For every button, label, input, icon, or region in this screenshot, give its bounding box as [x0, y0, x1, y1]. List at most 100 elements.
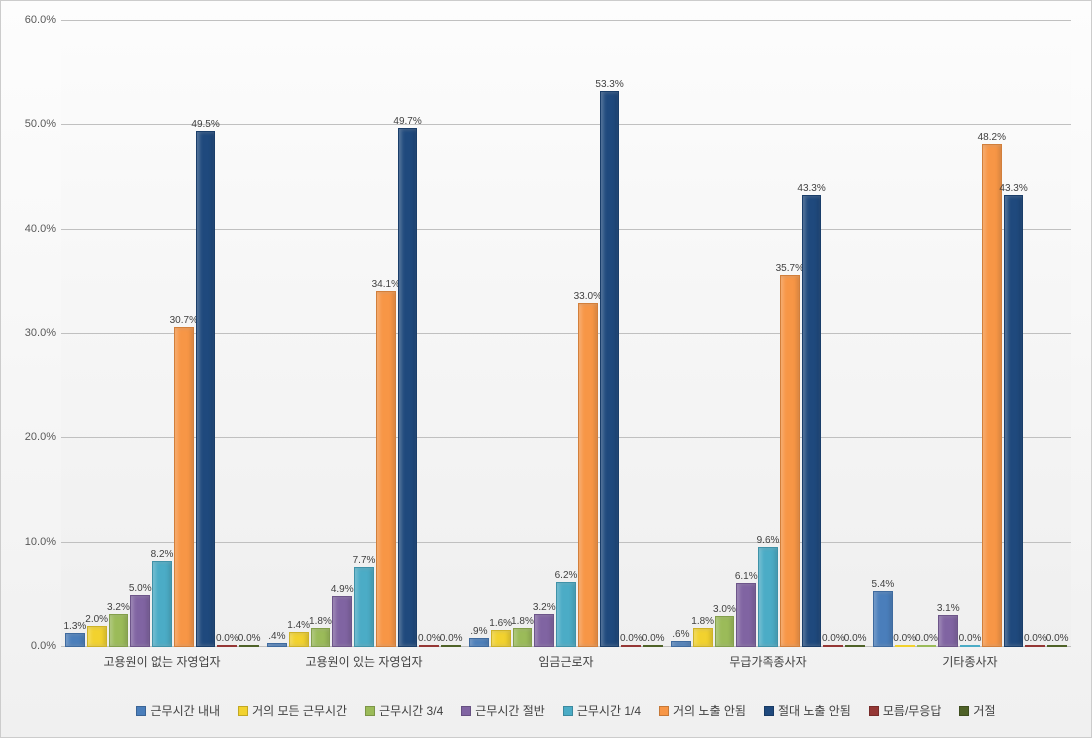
legend-label: 모름/무응답	[883, 702, 942, 719]
bar-value-label: 0.0%	[620, 633, 643, 644]
bars-row: .9%1.6%1.8%3.2%6.2%33.0%53.3%0.0%0.0%	[465, 21, 667, 647]
bar-value-label: .6%	[672, 629, 689, 640]
chart-container: 0.0%10.0%20.0%30.0%40.0%50.0%60.0%1.3%2.…	[0, 0, 1092, 738]
category-group: .4%1.4%1.8%4.9%7.7%34.1%49.7%0.0%0.0%고용원…	[263, 21, 465, 647]
bar-wrap: 0.0%	[643, 21, 663, 647]
category-group: .9%1.6%1.8%3.2%6.2%33.0%53.3%0.0%0.0%임금근…	[465, 21, 667, 647]
bar-value-label: 6.1%	[735, 571, 758, 582]
bar-wrap: 1.8%	[693, 21, 713, 647]
bar: 0.0%	[643, 645, 663, 647]
bar-wrap: 5.4%	[873, 21, 893, 647]
category-group: 5.4%0.0%0.0%3.1%0.0%48.2%43.3%0.0%0.0%기타…	[869, 21, 1071, 647]
bar: 0.0%	[419, 645, 439, 647]
bar-value-label: 48.2%	[978, 132, 1006, 143]
bar-wrap: 0.0%	[239, 21, 259, 647]
bar-wrap: 2.0%	[87, 21, 107, 647]
bar-value-label: 1.8%	[691, 616, 714, 627]
bar-value-label: 49.5%	[191, 119, 219, 130]
bar-value-label: 4.9%	[331, 584, 354, 595]
bar-wrap: 3.1%	[938, 21, 958, 647]
bar-value-label: 8.2%	[151, 549, 174, 560]
bar: 2.0%	[87, 626, 107, 647]
bar-wrap: 30.7%	[174, 21, 194, 647]
category-group: .6%1.8%3.0%6.1%9.6%35.7%43.3%0.0%0.0%무급가…	[667, 21, 869, 647]
bar-wrap: 53.3%	[600, 21, 620, 647]
bar-value-label: 9.6%	[757, 535, 780, 546]
bar-value-label: 0.0%	[440, 633, 463, 644]
bar-wrap: 7.7%	[354, 21, 374, 647]
bar-value-label: 1.6%	[489, 618, 512, 629]
legend-label: 절대 노출 안됨	[778, 702, 851, 719]
y-axis-label: 20.0%	[25, 431, 56, 443]
legend-item: 거의 노출 안됨	[659, 702, 746, 719]
bar-wrap: 5.0%	[130, 21, 150, 647]
bar-value-label: 6.2%	[555, 570, 578, 581]
bar-wrap: 9.6%	[758, 21, 778, 647]
bar: 0.0%	[917, 645, 937, 647]
legend-swatch	[461, 706, 471, 716]
bar-value-label: 1.3%	[63, 621, 86, 632]
bar-wrap: 0.0%	[960, 21, 980, 647]
bars-row: 1.3%2.0%3.2%5.0%8.2%30.7%49.5%0.0%0.0%	[61, 21, 263, 647]
bar-value-label: 0.0%	[238, 633, 261, 644]
legend-item: 모름/무응답	[869, 702, 942, 719]
bar-wrap: .6%	[671, 21, 691, 647]
bar: 48.2%	[982, 144, 1002, 647]
bar-value-label: 1.8%	[309, 616, 332, 627]
bar-value-label: 33.0%	[574, 291, 602, 302]
bar-wrap: 3.0%	[715, 21, 735, 647]
bar-wrap: 49.7%	[398, 21, 418, 647]
legend-item: 근무시간 3/4	[365, 702, 443, 719]
bar-value-label: 0.0%	[418, 633, 441, 644]
bar-wrap: 33.0%	[578, 21, 598, 647]
legend-swatch	[563, 706, 573, 716]
bar: 34.1%	[376, 291, 396, 647]
legend-swatch	[869, 706, 879, 716]
bar: 1.8%	[513, 628, 533, 647]
bar-wrap: 8.2%	[152, 21, 172, 647]
bar-value-label: .9%	[470, 626, 487, 637]
bar-value-label: 0.0%	[642, 633, 665, 644]
bar-value-label: 0.0%	[1024, 633, 1047, 644]
bar-wrap: 0.0%	[217, 21, 237, 647]
legend-item: 절대 노출 안됨	[764, 702, 851, 719]
bar-value-label: 3.2%	[107, 602, 130, 613]
bar: 7.7%	[354, 567, 374, 647]
bar-value-label: 0.0%	[822, 633, 845, 644]
bar: 0.0%	[1047, 645, 1067, 647]
bar: 0.0%	[217, 645, 237, 647]
y-axis-label: 60.0%	[25, 14, 56, 26]
bar: .9%	[469, 638, 489, 647]
bar-value-label: 7.7%	[353, 555, 376, 566]
legend-item: 근무시간 절반	[461, 702, 545, 719]
bar: 43.3%	[802, 195, 822, 647]
bar-wrap: 1.3%	[65, 21, 85, 647]
bar: .4%	[267, 643, 287, 647]
bar: 4.9%	[332, 596, 352, 647]
legend-swatch	[764, 706, 774, 716]
bar-value-label: 0.0%	[844, 633, 867, 644]
legend-item: 거절	[959, 702, 995, 719]
bar-wrap: .4%	[267, 21, 287, 647]
bar-value-label: .4%	[268, 631, 285, 642]
bar-value-label: 30.7%	[170, 315, 198, 326]
bar-value-label: 0.0%	[915, 633, 938, 644]
y-axis-label: 40.0%	[25, 223, 56, 235]
x-axis-label: 기타종사자	[869, 653, 1071, 670]
legend-swatch	[659, 706, 669, 716]
bar-wrap: 3.2%	[534, 21, 554, 647]
x-axis-label: 고용원이 없는 자영업자	[61, 653, 263, 670]
bar-value-label: 3.1%	[937, 603, 960, 614]
legend-label: 근무시간 1/4	[577, 702, 641, 719]
bar: 6.1%	[736, 583, 756, 647]
bar-value-label: 1.8%	[511, 616, 534, 627]
bar-value-label: 0.0%	[959, 633, 982, 644]
bar-wrap: 0.0%	[441, 21, 461, 647]
bar-wrap: 0.0%	[621, 21, 641, 647]
bar-wrap: 48.2%	[982, 21, 1002, 647]
bar: 9.6%	[758, 547, 778, 647]
bar-wrap: 0.0%	[419, 21, 439, 647]
bar: 35.7%	[780, 275, 800, 647]
x-axis-label: 고용원이 있는 자영업자	[263, 653, 465, 670]
x-axis-label: 임금근로자	[465, 653, 667, 670]
